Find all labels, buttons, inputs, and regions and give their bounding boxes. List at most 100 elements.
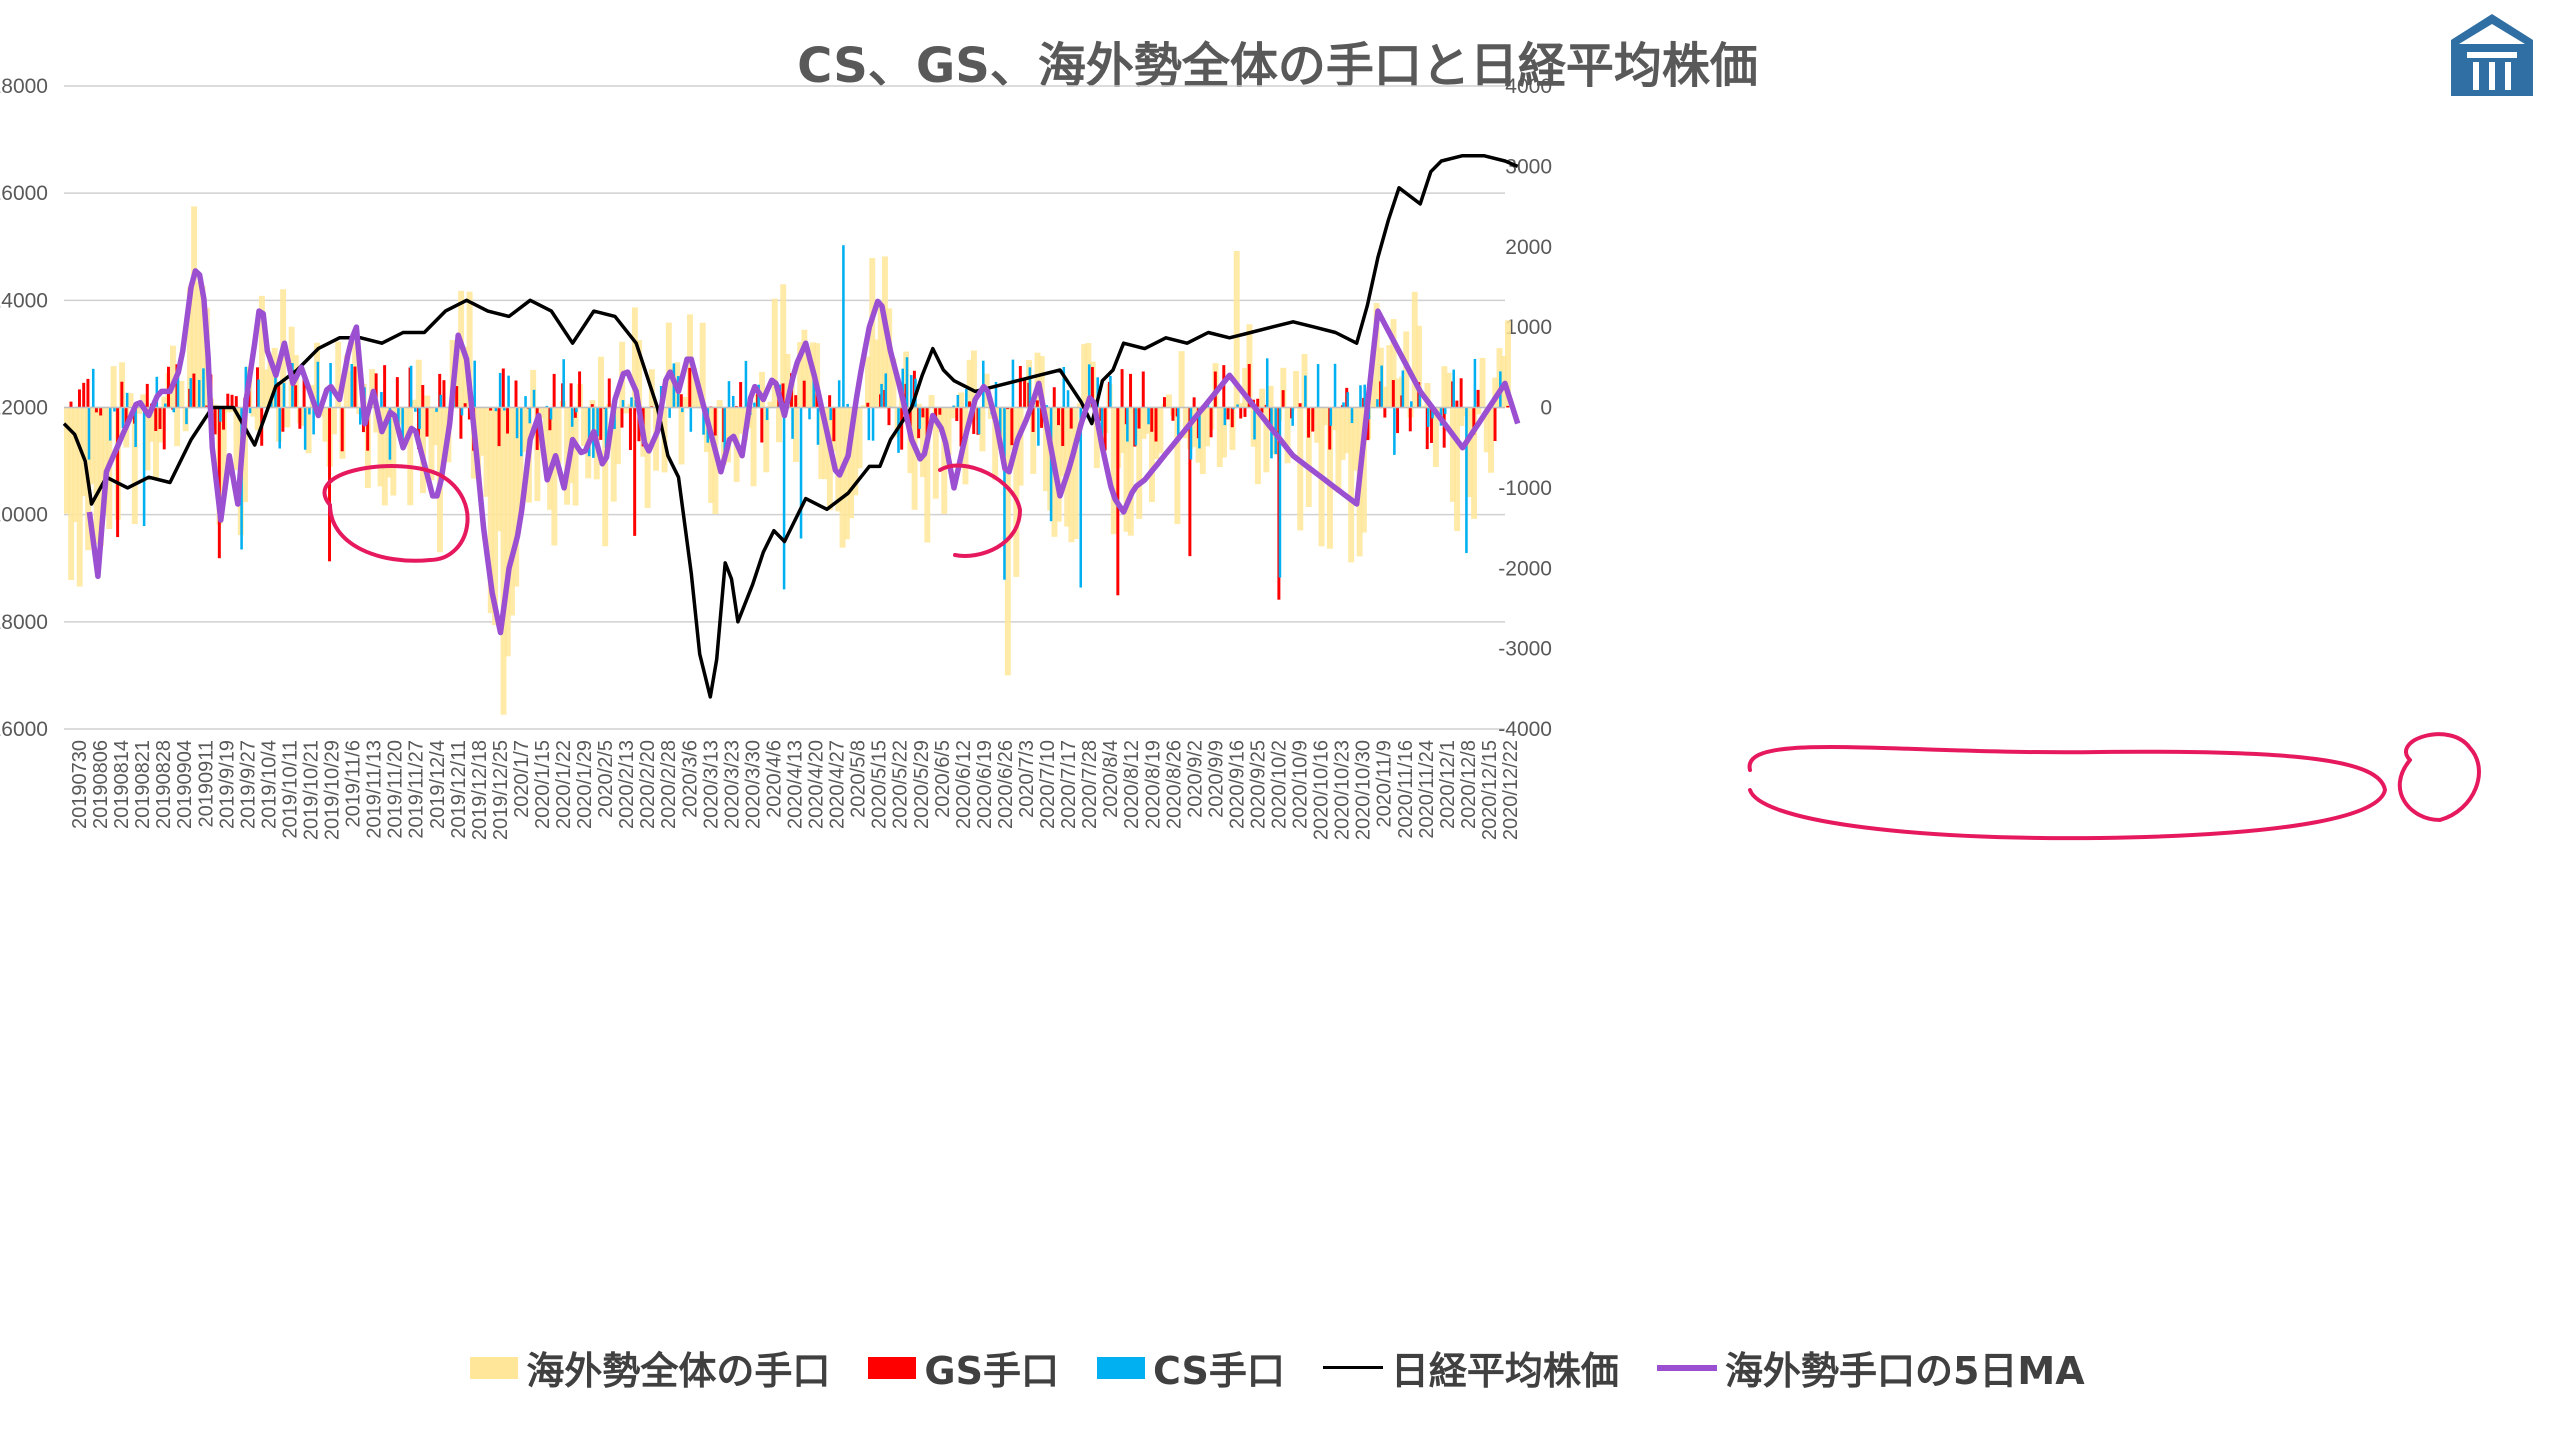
bar-foreign-total bbox=[958, 392, 965, 408]
bar-cs bbox=[956, 394, 960, 408]
x-axis-tick-label: 2019/10/11 bbox=[279, 740, 301, 839]
right-axis-tick-label: -4000 bbox=[1498, 718, 1552, 741]
bar-foreign-total bbox=[1445, 372, 1452, 408]
bar-cs bbox=[414, 407, 417, 412]
bar-foreign-total bbox=[453, 352, 460, 408]
bar-foreign-total bbox=[623, 407, 630, 414]
bar-cs bbox=[1037, 407, 1040, 446]
bar-foreign-total bbox=[377, 407, 384, 487]
bar-gs bbox=[69, 401, 73, 408]
bar-gs bbox=[94, 407, 98, 413]
legend-swatch-nikkei bbox=[1322, 1366, 1383, 1369]
bar-cs bbox=[812, 368, 816, 408]
bar-gs bbox=[552, 373, 556, 408]
x-axis-tick-label: 2019/10/29 bbox=[322, 740, 344, 840]
bar-cs bbox=[727, 381, 731, 408]
x-axis-tick-label: 2020/12/1 bbox=[1437, 740, 1459, 829]
bar-cs bbox=[808, 407, 811, 420]
bar-gs bbox=[1226, 407, 1230, 420]
bar-cs bbox=[1333, 363, 1337, 408]
bar-gs bbox=[1052, 387, 1056, 408]
bar-foreign-total bbox=[381, 407, 388, 506]
bar-foreign-total bbox=[1221, 407, 1227, 458]
bar-foreign-total bbox=[915, 403, 922, 408]
bar-foreign-total bbox=[877, 307, 884, 408]
x-axis-tick-label: 2020/2/13 bbox=[616, 740, 638, 829]
bar-foreign-total bbox=[1199, 407, 1206, 475]
bar-cs bbox=[1232, 407, 1235, 410]
bar-gs bbox=[866, 402, 870, 408]
x-axis-tick-label: 2020/1/15 bbox=[532, 740, 554, 829]
bar-foreign-total bbox=[551, 407, 558, 546]
bar-foreign-total bbox=[153, 407, 159, 481]
x-axis-tick-label: 2020/1/29 bbox=[574, 740, 596, 829]
bar-foreign-total bbox=[102, 407, 109, 514]
bar-foreign-total bbox=[1449, 407, 1456, 502]
left-axis-tick-label: 18000 bbox=[0, 611, 48, 634]
bar-gs bbox=[1383, 407, 1387, 418]
bar-foreign-total bbox=[538, 407, 545, 419]
x-axis-tick-label: 2020/4/27 bbox=[827, 740, 849, 829]
ma5-line bbox=[86, 268, 1521, 636]
bar-cs bbox=[439, 394, 443, 408]
x-axis-tick-label: 2020/7/28 bbox=[1079, 740, 1101, 829]
bar-gs bbox=[77, 389, 81, 408]
bar-cs bbox=[418, 407, 421, 429]
x-axis-tick-label: 20190821 bbox=[132, 740, 154, 829]
x-axis-tick-label: 2020/12/8 bbox=[1458, 740, 1480, 829]
bar-foreign-total bbox=[767, 401, 774, 408]
bar-foreign-total bbox=[1233, 250, 1240, 408]
bar-foreign-total bbox=[992, 407, 999, 480]
x-axis-tick-label: 2020/12/22 bbox=[1500, 740, 1522, 840]
x-axis-tick-label: 2019/9/27 bbox=[237, 740, 259, 829]
bar-gs bbox=[739, 382, 743, 408]
bar-gs bbox=[1150, 407, 1154, 432]
bar-foreign-total bbox=[233, 407, 240, 471]
bar-gs bbox=[1260, 407, 1264, 413]
bar-cs bbox=[977, 407, 981, 435]
bar-foreign-total bbox=[1441, 366, 1448, 408]
bar-cs bbox=[515, 407, 519, 439]
bar-foreign-total bbox=[865, 356, 871, 408]
bar-cs bbox=[1452, 369, 1455, 408]
bar-foreign-total bbox=[479, 407, 486, 456]
bar-cs bbox=[545, 405, 549, 408]
bar-foreign-total bbox=[407, 407, 414, 506]
bar-foreign-total bbox=[784, 353, 791, 408]
bar-foreign-total bbox=[1373, 303, 1380, 408]
bar-cs bbox=[570, 407, 574, 427]
left-axis-tick-label: 16000 bbox=[0, 718, 48, 741]
legend-label-cs: CS手口 bbox=[1152, 1349, 1285, 1393]
bar-gs bbox=[1230, 407, 1234, 428]
bar-foreign-total bbox=[873, 339, 880, 408]
legend-swatch-cs bbox=[1096, 1356, 1145, 1379]
bar-foreign-total bbox=[199, 285, 206, 408]
bar-gs bbox=[1031, 407, 1035, 432]
bar-cs bbox=[189, 378, 192, 408]
bar-cs bbox=[278, 407, 281, 449]
bar-gs bbox=[1396, 407, 1400, 434]
bar-cs bbox=[621, 400, 625, 408]
bar-foreign-total bbox=[1081, 344, 1088, 408]
bar-cs bbox=[1401, 370, 1405, 408]
bar-gs bbox=[794, 395, 798, 408]
bar-foreign-total bbox=[945, 407, 952, 456]
bar-cs bbox=[503, 407, 506, 411]
bar-gs bbox=[1018, 365, 1022, 408]
x-axis-tick-label: 2020/3/13 bbox=[700, 740, 722, 829]
bar-foreign-total bbox=[1458, 407, 1465, 427]
bar-cs bbox=[765, 407, 769, 421]
bar-cs bbox=[702, 407, 705, 435]
x-axis-tick-label: 20190828 bbox=[153, 740, 175, 829]
bar-cs bbox=[1443, 407, 1447, 414]
bar-gs bbox=[230, 394, 234, 408]
bar-cs bbox=[257, 379, 260, 408]
bar-foreign-total bbox=[284, 407, 291, 428]
bar-cs bbox=[520, 407, 523, 457]
bar-foreign-total bbox=[699, 322, 706, 408]
bar-cs bbox=[507, 375, 510, 408]
x-axis-tick-label: 20190911 bbox=[195, 740, 217, 828]
bar-gs bbox=[158, 407, 162, 430]
bar-foreign-total bbox=[331, 407, 337, 435]
bar-foreign-total bbox=[1267, 385, 1274, 408]
